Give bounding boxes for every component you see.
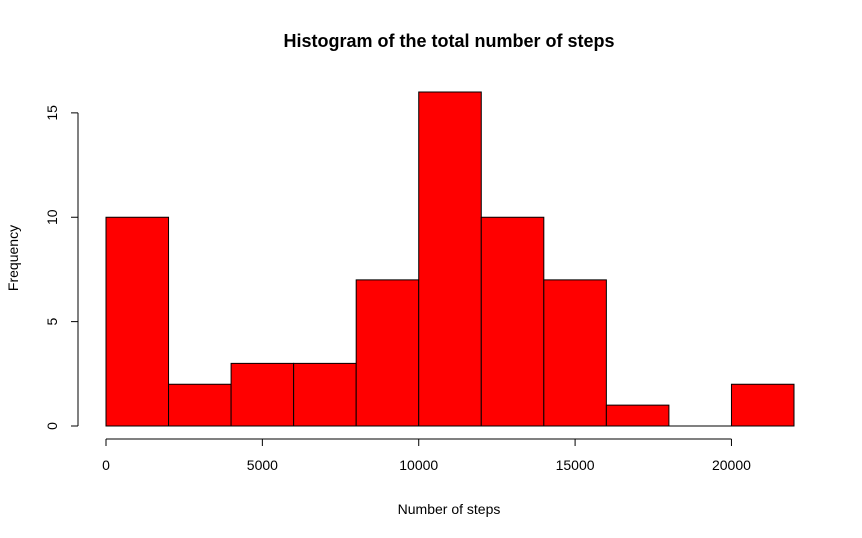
y-tick-label: 15 (44, 105, 60, 121)
histogram-bar (355, 279, 420, 427)
y-axis-label: Frequency (5, 225, 21, 291)
x-tick-label: 10000 (399, 457, 438, 473)
x-tick-label: 0 (102, 457, 110, 473)
x-tick-label: 15000 (556, 457, 595, 473)
y-tick-label: 5 (44, 318, 60, 326)
histogram-bar (543, 279, 607, 427)
histogram-bar (730, 383, 795, 427)
histogram-bar (418, 91, 482, 427)
y-tick-label: 0 (44, 422, 60, 430)
x-axis-label: Number of steps (398, 501, 501, 517)
histogram-bar (605, 404, 670, 427)
chart-title: Histogram of the total number of steps (283, 31, 614, 51)
x-tick-label: 5000 (247, 457, 278, 473)
histogram-bar (105, 216, 170, 427)
y-tick-label: 10 (44, 209, 60, 225)
x-axis: 0 5000 10000 15000 20000 (102, 438, 751, 473)
histogram-bar (168, 383, 232, 427)
histogram-bar (480, 216, 545, 427)
histogram-bar (293, 362, 357, 427)
histogram-bar (230, 362, 295, 427)
bars-group (105, 91, 795, 427)
y-axis: 0 5 10 15 (44, 105, 79, 430)
x-tick-label: 20000 (712, 457, 751, 473)
